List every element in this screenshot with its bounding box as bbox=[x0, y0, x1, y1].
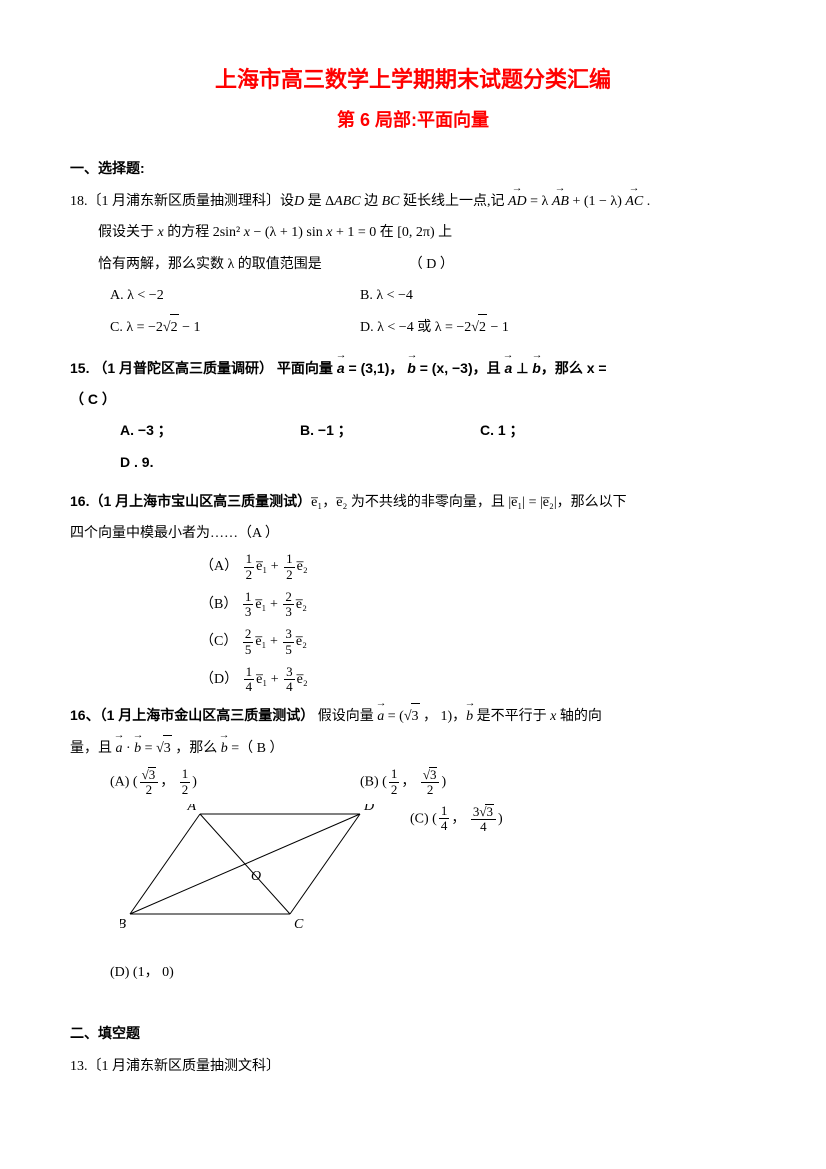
question-16a: 16.（1 月上海市宝山区高三质量测试）e̅₁，e̅₂ 为不共线的非零向量，且 … bbox=[70, 489, 756, 515]
q15-opt-A: A. −3 ； bbox=[120, 418, 300, 443]
q15-opt-D: D . 9. bbox=[120, 450, 300, 475]
vec-b: b bbox=[466, 704, 473, 729]
q16a-options: （A） 12e̅₁ + 12e̅₂ （B） 13e̅₁ + 23e̅₂ （C） … bbox=[70, 552, 756, 694]
svg-text:B: B bbox=[120, 917, 126, 932]
sub-title: 第 6 局部:平面向量 bbox=[70, 104, 756, 136]
q16b-opt-C: (C) (14， 334) bbox=[410, 804, 660, 954]
question-13: 13.〔1 月浦东新区质量抽测文科〕 bbox=[70, 1054, 756, 1079]
question-16b: 16、（1 月上海市金山区高三质量测试） 假设向量 a = (3 ， 1)，b … bbox=[70, 703, 756, 729]
svg-text:O: O bbox=[251, 869, 261, 884]
svg-text:A: A bbox=[186, 804, 196, 814]
vec-AD: AD bbox=[508, 189, 527, 214]
q15-opt-C: C. 1 ； bbox=[480, 418, 660, 443]
parallelogram-svg: A D B C O bbox=[120, 804, 380, 954]
main-title: 上海市高三数学上学期期末试题分类汇编 bbox=[70, 60, 756, 100]
q18-opt-A: A. λ < −2 bbox=[110, 283, 360, 308]
q15-answer-marker: （ C ） bbox=[70, 387, 756, 412]
section-2-heading: 二、填空题 bbox=[70, 1021, 756, 1046]
q16b-options-row2: A D B C O (C) (14， 334) (D) (1， 0) bbox=[70, 804, 756, 991]
question-15: 15. （1 月普陀区高三质量调研） 平面向量 a = (3,1)， b = (… bbox=[70, 356, 756, 381]
q18-line3: 恰有两解，那么实数 λ 的取值范围是 （ D ） bbox=[70, 252, 756, 277]
q16a-opt-D: （D） 14e̅₁ + 34e̅₂ bbox=[200, 665, 756, 695]
q18-answer-marker: （ D ） bbox=[409, 257, 454, 272]
sqrt-icon: 2 bbox=[471, 314, 487, 340]
q16b-line2: 量，且 a · b = 3 ，那么 b =（ B ） bbox=[70, 735, 756, 761]
q18-text: 18.〔1 月浦东新区质量抽测理科〕设 bbox=[70, 194, 294, 209]
vec-AB: AB bbox=[552, 189, 569, 214]
q18-options-row2: C. λ = −22 − 1 D. λ < −4 或 λ = −22 − 1 bbox=[70, 314, 756, 346]
sqrt-icon: 3 bbox=[156, 735, 172, 761]
sqrt-icon: 3 bbox=[404, 703, 420, 729]
parallelogram-figure: A D B C O bbox=[120, 804, 410, 954]
q18-line2: 假设关于 x 的方程 2sin² x − (λ + 1) sin x + 1 =… bbox=[70, 220, 756, 245]
question-18: 18.〔1 月浦东新区质量抽测理科〕设D 是 ΔABC 边 BC 延长线上一点,… bbox=[70, 189, 756, 214]
q18-opt-D: D. λ < −4 或 λ = −22 − 1 bbox=[360, 314, 610, 340]
q18-opt-B: B. λ < −4 bbox=[360, 283, 610, 308]
section-1-heading: 一、选择题: bbox=[70, 156, 756, 181]
vec-AC: AC bbox=[625, 189, 643, 214]
q16b-opt-B: (B) (12， 32) bbox=[360, 767, 610, 798]
q16a-opt-B: （B） 13e̅₁ + 23e̅₂ bbox=[200, 590, 756, 620]
q16b-opt-A: (A) (32， 12) bbox=[110, 767, 360, 798]
q15-options: A. −3 ； B. −1 ； C. 1 ； D . 9. bbox=[70, 418, 756, 480]
q16a-opt-C: （C） 25e̅₁ + 35e̅₂ bbox=[200, 627, 756, 657]
svg-text:C: C bbox=[294, 917, 304, 932]
q16b-opt-D: (D) (1， 0) bbox=[110, 960, 360, 985]
q18-options: A. λ < −2 B. λ < −4 bbox=[70, 283, 756, 314]
svg-text:D: D bbox=[363, 804, 374, 814]
q16a-opt-A: （A） 12e̅₁ + 12e̅₂ bbox=[200, 552, 756, 582]
sqrt-icon: 2 bbox=[163, 314, 179, 340]
var-D: D bbox=[294, 194, 304, 209]
q18-opt-C: C. λ = −22 − 1 bbox=[110, 314, 360, 340]
q16a-line2: 四个向量中模最小者为……（A ） bbox=[70, 521, 756, 546]
q15-opt-B: B. −1 ； bbox=[300, 418, 480, 443]
vec-a: a bbox=[377, 704, 384, 729]
vec-a: a bbox=[337, 356, 345, 381]
vec-b: b bbox=[407, 356, 416, 381]
q16b-options-row1: (A) (32， 12) (B) (12， 32) bbox=[70, 767, 756, 804]
